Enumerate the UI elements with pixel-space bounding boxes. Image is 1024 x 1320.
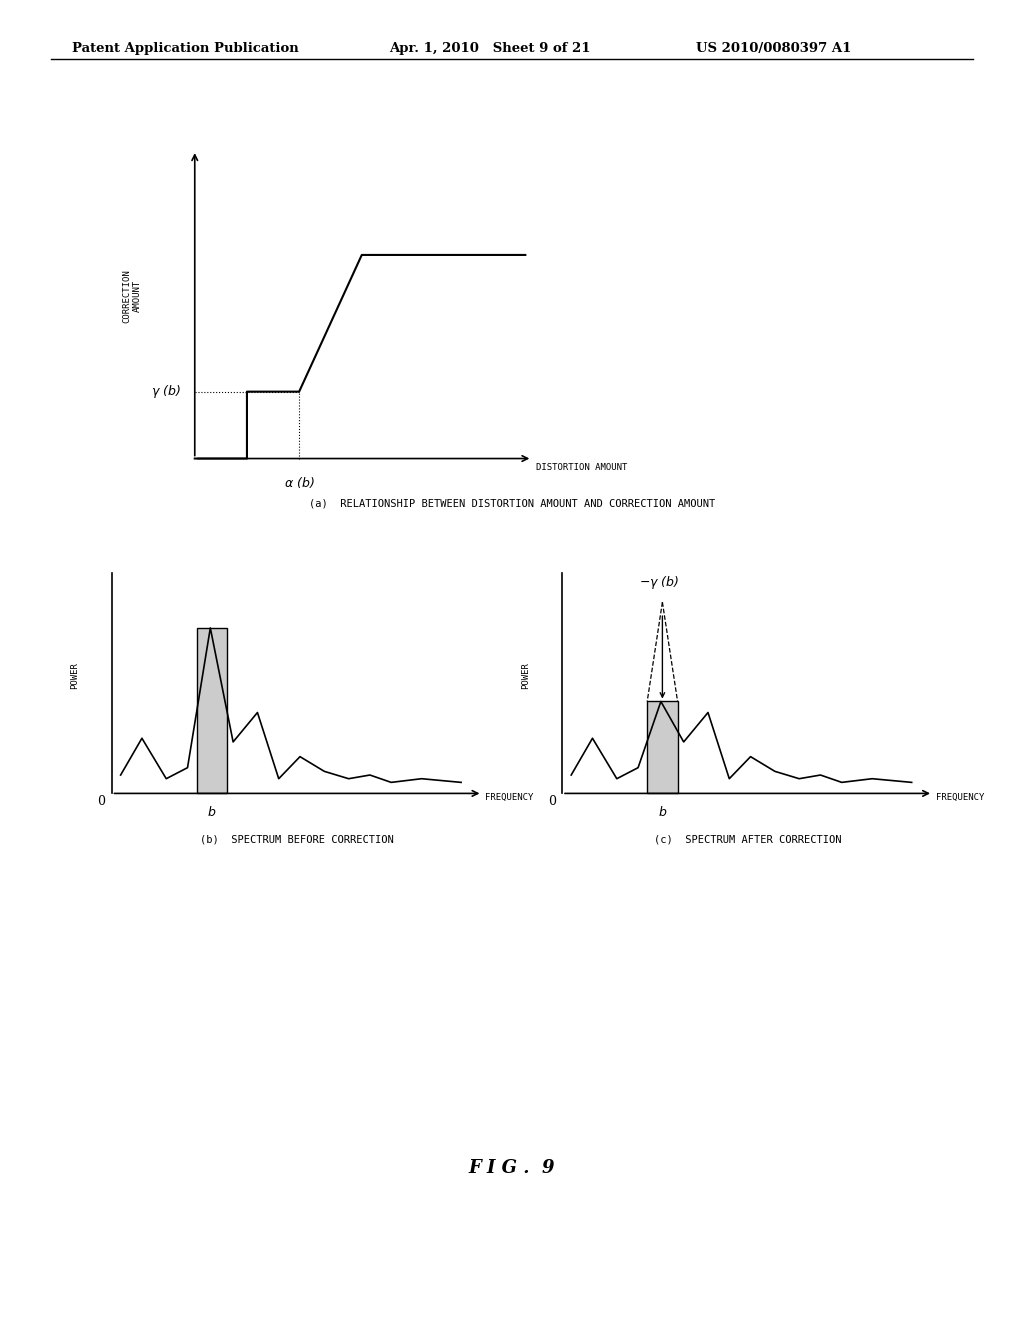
Text: (b)  SPECTRUM BEFORE CORRECTION: (b) SPECTRUM BEFORE CORRECTION <box>200 834 394 845</box>
Text: Patent Application Publication: Patent Application Publication <box>72 42 298 55</box>
Text: (c)  SPECTRUM AFTER CORRECTION: (c) SPECTRUM AFTER CORRECTION <box>653 834 842 845</box>
Text: POWER: POWER <box>521 663 530 689</box>
Text: b: b <box>208 807 216 820</box>
Text: b: b <box>658 807 667 820</box>
Text: CORRECTION
AMOUNT: CORRECTION AMOUNT <box>123 269 142 322</box>
Text: (a)  RELATIONSHIP BETWEEN DISTORTION AMOUNT AND CORRECTION AMOUNT: (a) RELATIONSHIP BETWEEN DISTORTION AMOU… <box>309 499 715 510</box>
Text: $-\gamma$ (b): $-\gamma$ (b) <box>639 574 680 591</box>
Bar <box>647 701 678 793</box>
Bar <box>197 628 227 793</box>
Text: $\alpha$ (b): $\alpha$ (b) <box>284 475 314 490</box>
Text: FREQUENCY: FREQUENCY <box>936 792 984 801</box>
Text: Apr. 1, 2010   Sheet 9 of 21: Apr. 1, 2010 Sheet 9 of 21 <box>389 42 591 55</box>
Text: FREQUENCY: FREQUENCY <box>485 792 534 801</box>
Text: F I G .  9: F I G . 9 <box>469 1159 555 1177</box>
Text: POWER: POWER <box>71 663 80 689</box>
Text: 0: 0 <box>548 795 556 808</box>
Text: US 2010/0080397 A1: US 2010/0080397 A1 <box>696 42 852 55</box>
Text: $\gamma$ (b): $\gamma$ (b) <box>152 383 181 400</box>
Text: DISTORTION AMOUNT: DISTORTION AMOUNT <box>536 463 627 471</box>
Text: 0: 0 <box>97 795 105 808</box>
